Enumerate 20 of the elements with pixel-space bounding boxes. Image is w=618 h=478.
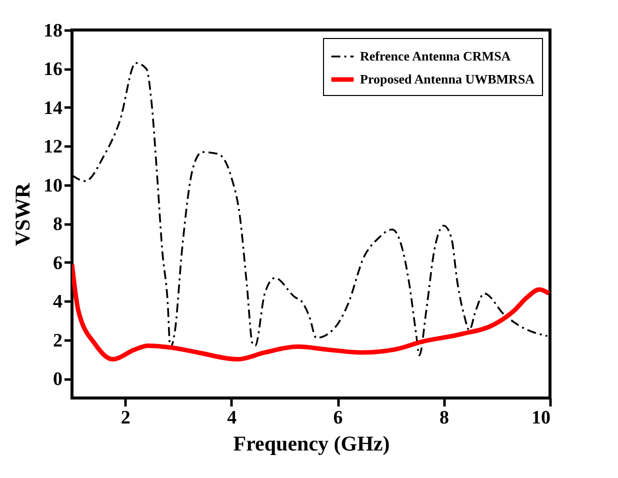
y-tick-label: 14 (44, 98, 63, 119)
x-tick-label: 6 (333, 408, 343, 428)
x-axis-title: Frequency (GHz) (233, 432, 390, 456)
legend-label: Refrence Antenna CRMSA (360, 48, 512, 64)
y-tick-label: 6 (53, 252, 62, 274)
y-tick-label: 10 (44, 175, 62, 196)
x-tick-label: 10 (532, 408, 550, 428)
x-tick-label: 8 (440, 408, 450, 428)
legend-label: Proposed Antenna UWBMRSA (360, 72, 536, 86)
y-tick-label: 18 (44, 20, 62, 42)
y-tick-label: 2 (53, 330, 62, 352)
y-tick-label: 8 (53, 214, 62, 236)
y-tick-label: 0 (53, 369, 62, 390)
y-axis-title: VSWR (10, 182, 34, 246)
y-tick-label: 4 (53, 292, 63, 313)
y-tick-label: 16 (44, 59, 62, 80)
y-tick-label: 12 (44, 136, 62, 158)
line-series (72, 262, 550, 362)
x-tick-label: 2 (120, 408, 130, 428)
x-tick-label: 4 (227, 408, 238, 428)
